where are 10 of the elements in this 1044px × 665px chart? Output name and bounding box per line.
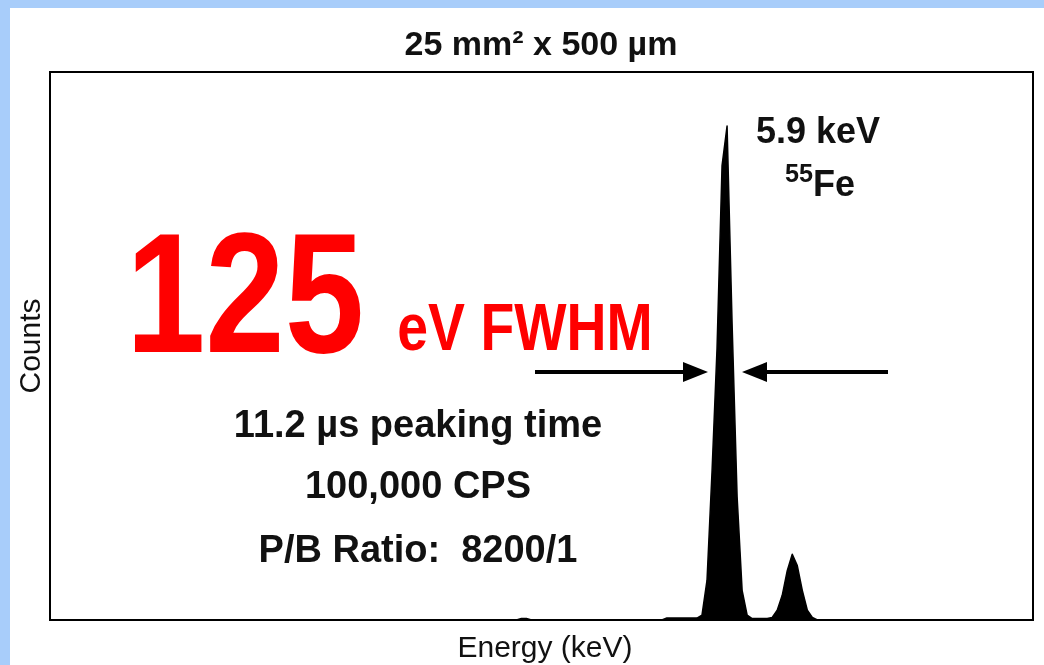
chart-title: 25 mm² x 500 µm bbox=[404, 24, 678, 62]
annotation: 11.2 µs peaking time bbox=[233, 403, 603, 445]
annotation: 5.9 keV bbox=[755, 110, 881, 151]
x-axis-title: Energy (keV) bbox=[457, 630, 633, 663]
y-axis-title: Counts bbox=[13, 298, 46, 394]
annotation: 125 bbox=[125, 198, 365, 388]
annotation: P/B Ratio: 8200/1 bbox=[258, 528, 578, 570]
annotation: $^{55}$Fe bbox=[784, 159, 856, 204]
annotation: 100,000 CPS bbox=[304, 464, 532, 506]
annotation: eV FWHM bbox=[397, 290, 653, 365]
